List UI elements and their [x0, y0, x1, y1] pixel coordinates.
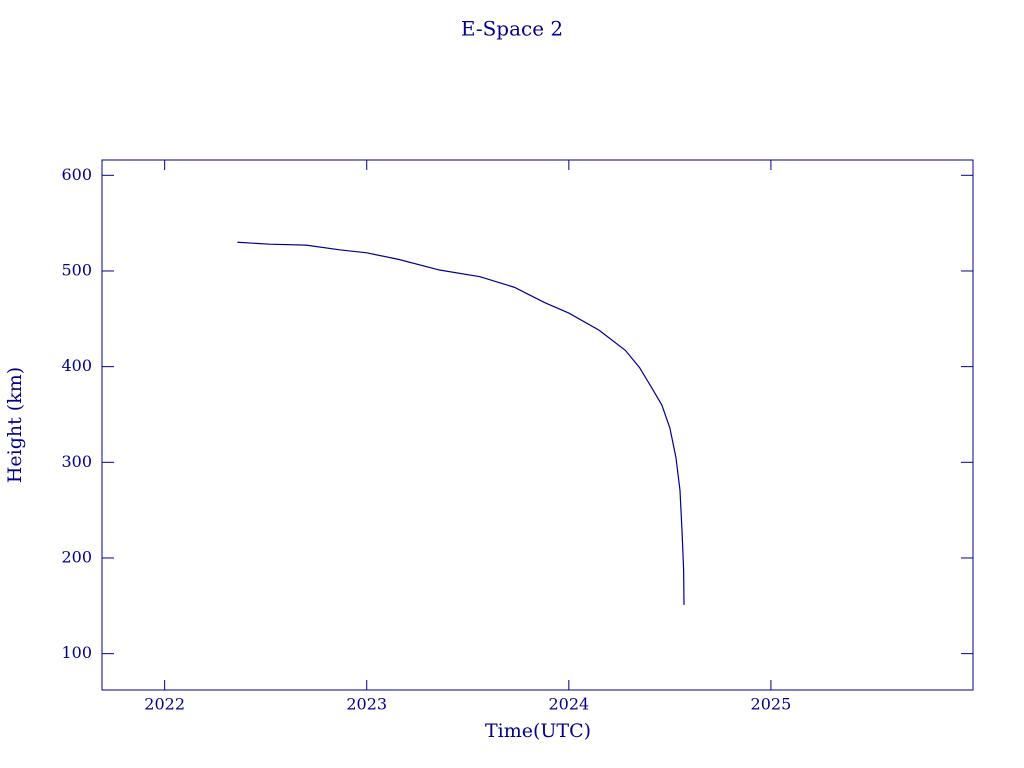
y-axis-label: Height (km): [4, 367, 26, 483]
chart-title: E-Space 2: [461, 17, 563, 41]
y-tick-label: 400: [61, 356, 92, 375]
x-tick-label: 2023: [346, 695, 387, 714]
y-tick-label: 200: [61, 547, 92, 566]
y-tick-label: 300: [61, 452, 92, 471]
x-axis-label: Time(UTC): [485, 720, 591, 742]
y-tick-label: 500: [61, 260, 92, 279]
y-tick-label: 600: [61, 165, 92, 184]
x-tick-label: 2022: [144, 695, 185, 714]
plot-frame: [101, 159, 974, 691]
x-tick-label: 2025: [751, 695, 792, 714]
data-line: [237, 241, 685, 605]
y-tick-label: 100: [61, 643, 92, 662]
x-tick-label: 2024: [548, 695, 589, 714]
